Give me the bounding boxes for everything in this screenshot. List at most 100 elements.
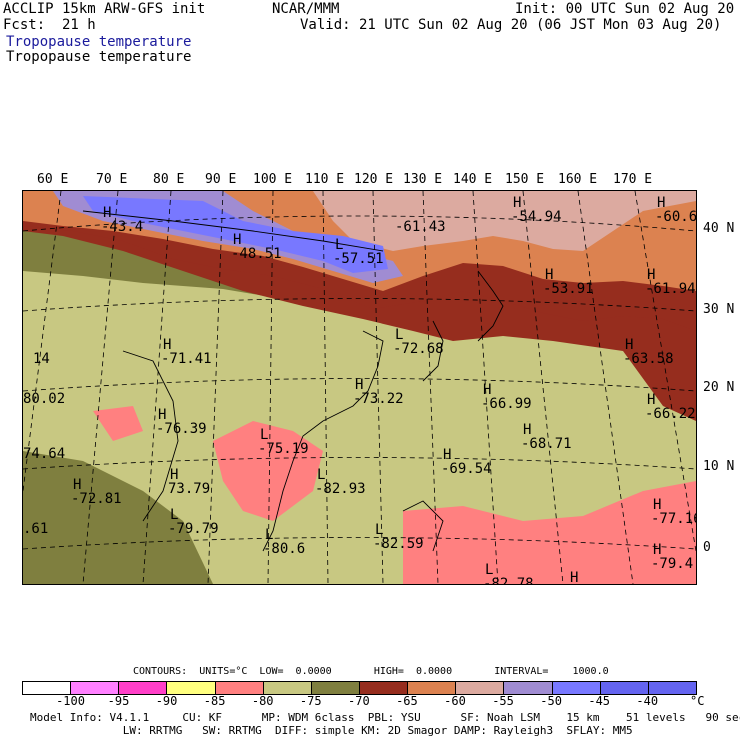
colorbar-tick-label: -70	[348, 694, 370, 708]
center-value-label: -71.41	[161, 351, 212, 367]
high-marker: H	[657, 195, 665, 211]
band-85-80-south	[403, 481, 696, 584]
center-value-label: -60.6	[655, 209, 696, 225]
center-value-label: -66.22	[645, 406, 696, 422]
colorbar-swatch	[504, 682, 553, 694]
lon-label: 170 E	[613, 172, 653, 187]
center-value-label: -79.4	[651, 556, 693, 572]
high-marker: H	[483, 382, 491, 398]
band-55-50	[313, 191, 696, 251]
lon-label: 70 E	[96, 172, 128, 187]
colorbar-tick-label: -50	[540, 694, 562, 708]
center-value-label: .61	[23, 521, 48, 537]
high-marker: H	[570, 570, 578, 584]
model-title: ACCLIP 15km ARW-GFS init	[3, 1, 206, 17]
center-value-label: -82.93	[315, 481, 366, 497]
colorbar-tick-label: -90	[155, 694, 178, 708]
center-org: NCAR/MMM	[272, 1, 340, 17]
lat-label: 0	[703, 540, 711, 555]
low-marker: L	[395, 327, 403, 343]
center-value-label: -79.79	[168, 521, 219, 537]
band-45-40	[83, 196, 388, 273]
center-value-label: -75.19	[258, 441, 309, 457]
lon-label: 150 E	[505, 172, 545, 187]
center-value-label: -77.16	[651, 511, 696, 527]
forecast-hour: Fcst: 21 h	[3, 17, 96, 33]
high-marker: H	[355, 377, 363, 393]
high-marker: H	[158, 407, 166, 423]
colorbar-swatch	[408, 682, 457, 694]
lat-label: 10 N	[703, 459, 735, 474]
center-value-label: -61.43	[395, 219, 446, 235]
colorbar-swatch	[600, 682, 649, 694]
pressure-center-labels: H-43.4H-48.51L-57.51-61.43H-54.94H-60.6H…	[23, 195, 696, 584]
center-value-label: -76.39	[156, 421, 207, 437]
low-marker: L	[170, 507, 178, 523]
center-value-label: -82.78	[483, 576, 534, 584]
center-value-label: -53.91	[543, 281, 594, 297]
high-marker: H	[443, 447, 451, 463]
map-panel: H -43.4 H -48.51 L -57.51 -61.43 H -54.94 H -60.6 H…	[22, 190, 697, 585]
lon-label: 110 E	[305, 172, 345, 187]
high-marker: H	[647, 392, 655, 408]
colorbar-swatch	[119, 682, 168, 694]
center-value-label: 73.79	[168, 481, 210, 497]
lon-label: 140 E	[453, 172, 493, 187]
lon-label: 90 E	[205, 172, 237, 187]
lon-label: 60 E	[37, 172, 69, 187]
colorbar-tick-label: -85	[203, 694, 226, 708]
center-value-label: -43.4	[101, 219, 143, 235]
low-marker: L	[375, 522, 383, 538]
lat-label: 20 N	[703, 380, 735, 395]
colorbar-tick-label: -65	[396, 694, 418, 708]
colorbar-swatch	[167, 682, 216, 694]
high-marker: H	[163, 337, 171, 353]
init-time: Init: 00 UTC Sun 02 Aug 20	[515, 1, 735, 17]
high-marker: H	[625, 337, 633, 353]
center-value-label: -61.94	[645, 281, 696, 297]
colorbar-tick-label: -75	[299, 694, 322, 708]
center-value-label: -69.54	[441, 461, 492, 477]
colorbar-swatch	[456, 682, 505, 694]
colorbar-swatch	[359, 682, 409, 694]
center-value-label: -82.59	[373, 536, 424, 552]
band-85-80-india	[93, 406, 143, 441]
center-value-label: -80.6	[263, 541, 305, 557]
high-marker: H	[653, 542, 661, 558]
model-info-line-2: LW: RRTMG SW: RRTMG DIFF: simple KM: 2D …	[30, 724, 633, 737]
coastlines	[82, 210, 504, 552]
low-marker: L	[485, 562, 493, 578]
center-value-label: -63.58	[623, 351, 674, 367]
band-85-80-indochina	[213, 421, 323, 521]
lon-label: 130 E	[403, 172, 443, 187]
center-value-label: -72.81	[71, 491, 122, 507]
low-marker: L	[260, 427, 268, 443]
lat-label: 40 N	[703, 221, 735, 236]
colorbar-swatch	[552, 682, 601, 694]
center-value-label: -57.51	[333, 251, 384, 267]
low-marker: L	[265, 527, 273, 543]
high-marker: H	[233, 232, 241, 248]
center-value-label: -73.22	[353, 391, 404, 407]
low-marker: L	[317, 467, 325, 483]
colorbar-tick-label: -55	[492, 694, 514, 708]
lat-label: 30 N	[703, 302, 735, 317]
graticule	[23, 191, 696, 584]
colorbar-swatch	[263, 682, 312, 694]
colorbar-tick-label: -80	[251, 694, 274, 708]
tropopause-temperature-map: H-43.4H-48.51L-57.51-61.43H-54.94H-60.6H…	[23, 191, 696, 584]
field-title-primary: Tropopause temperature	[6, 34, 192, 50]
band-70-65-south-west	[23, 451, 213, 584]
lon-label: 80 E	[153, 172, 185, 187]
colorbar-swatch	[71, 682, 120, 694]
colorbar-tick-label: -60	[444, 694, 466, 708]
high-marker: H	[513, 195, 521, 211]
lon-label: 120 E	[354, 172, 394, 187]
lon-label: 160 E	[558, 172, 598, 187]
lon-label: 100 E	[253, 172, 293, 187]
model-info-line-1: Model Info: V4.1.1 CU: KF MP: WDM 6class…	[30, 711, 740, 724]
colorbar-swatch	[215, 682, 264, 694]
colorbar-tick-label: -45	[588, 694, 611, 708]
high-marker: H	[647, 267, 655, 283]
low-marker: L	[335, 237, 343, 253]
